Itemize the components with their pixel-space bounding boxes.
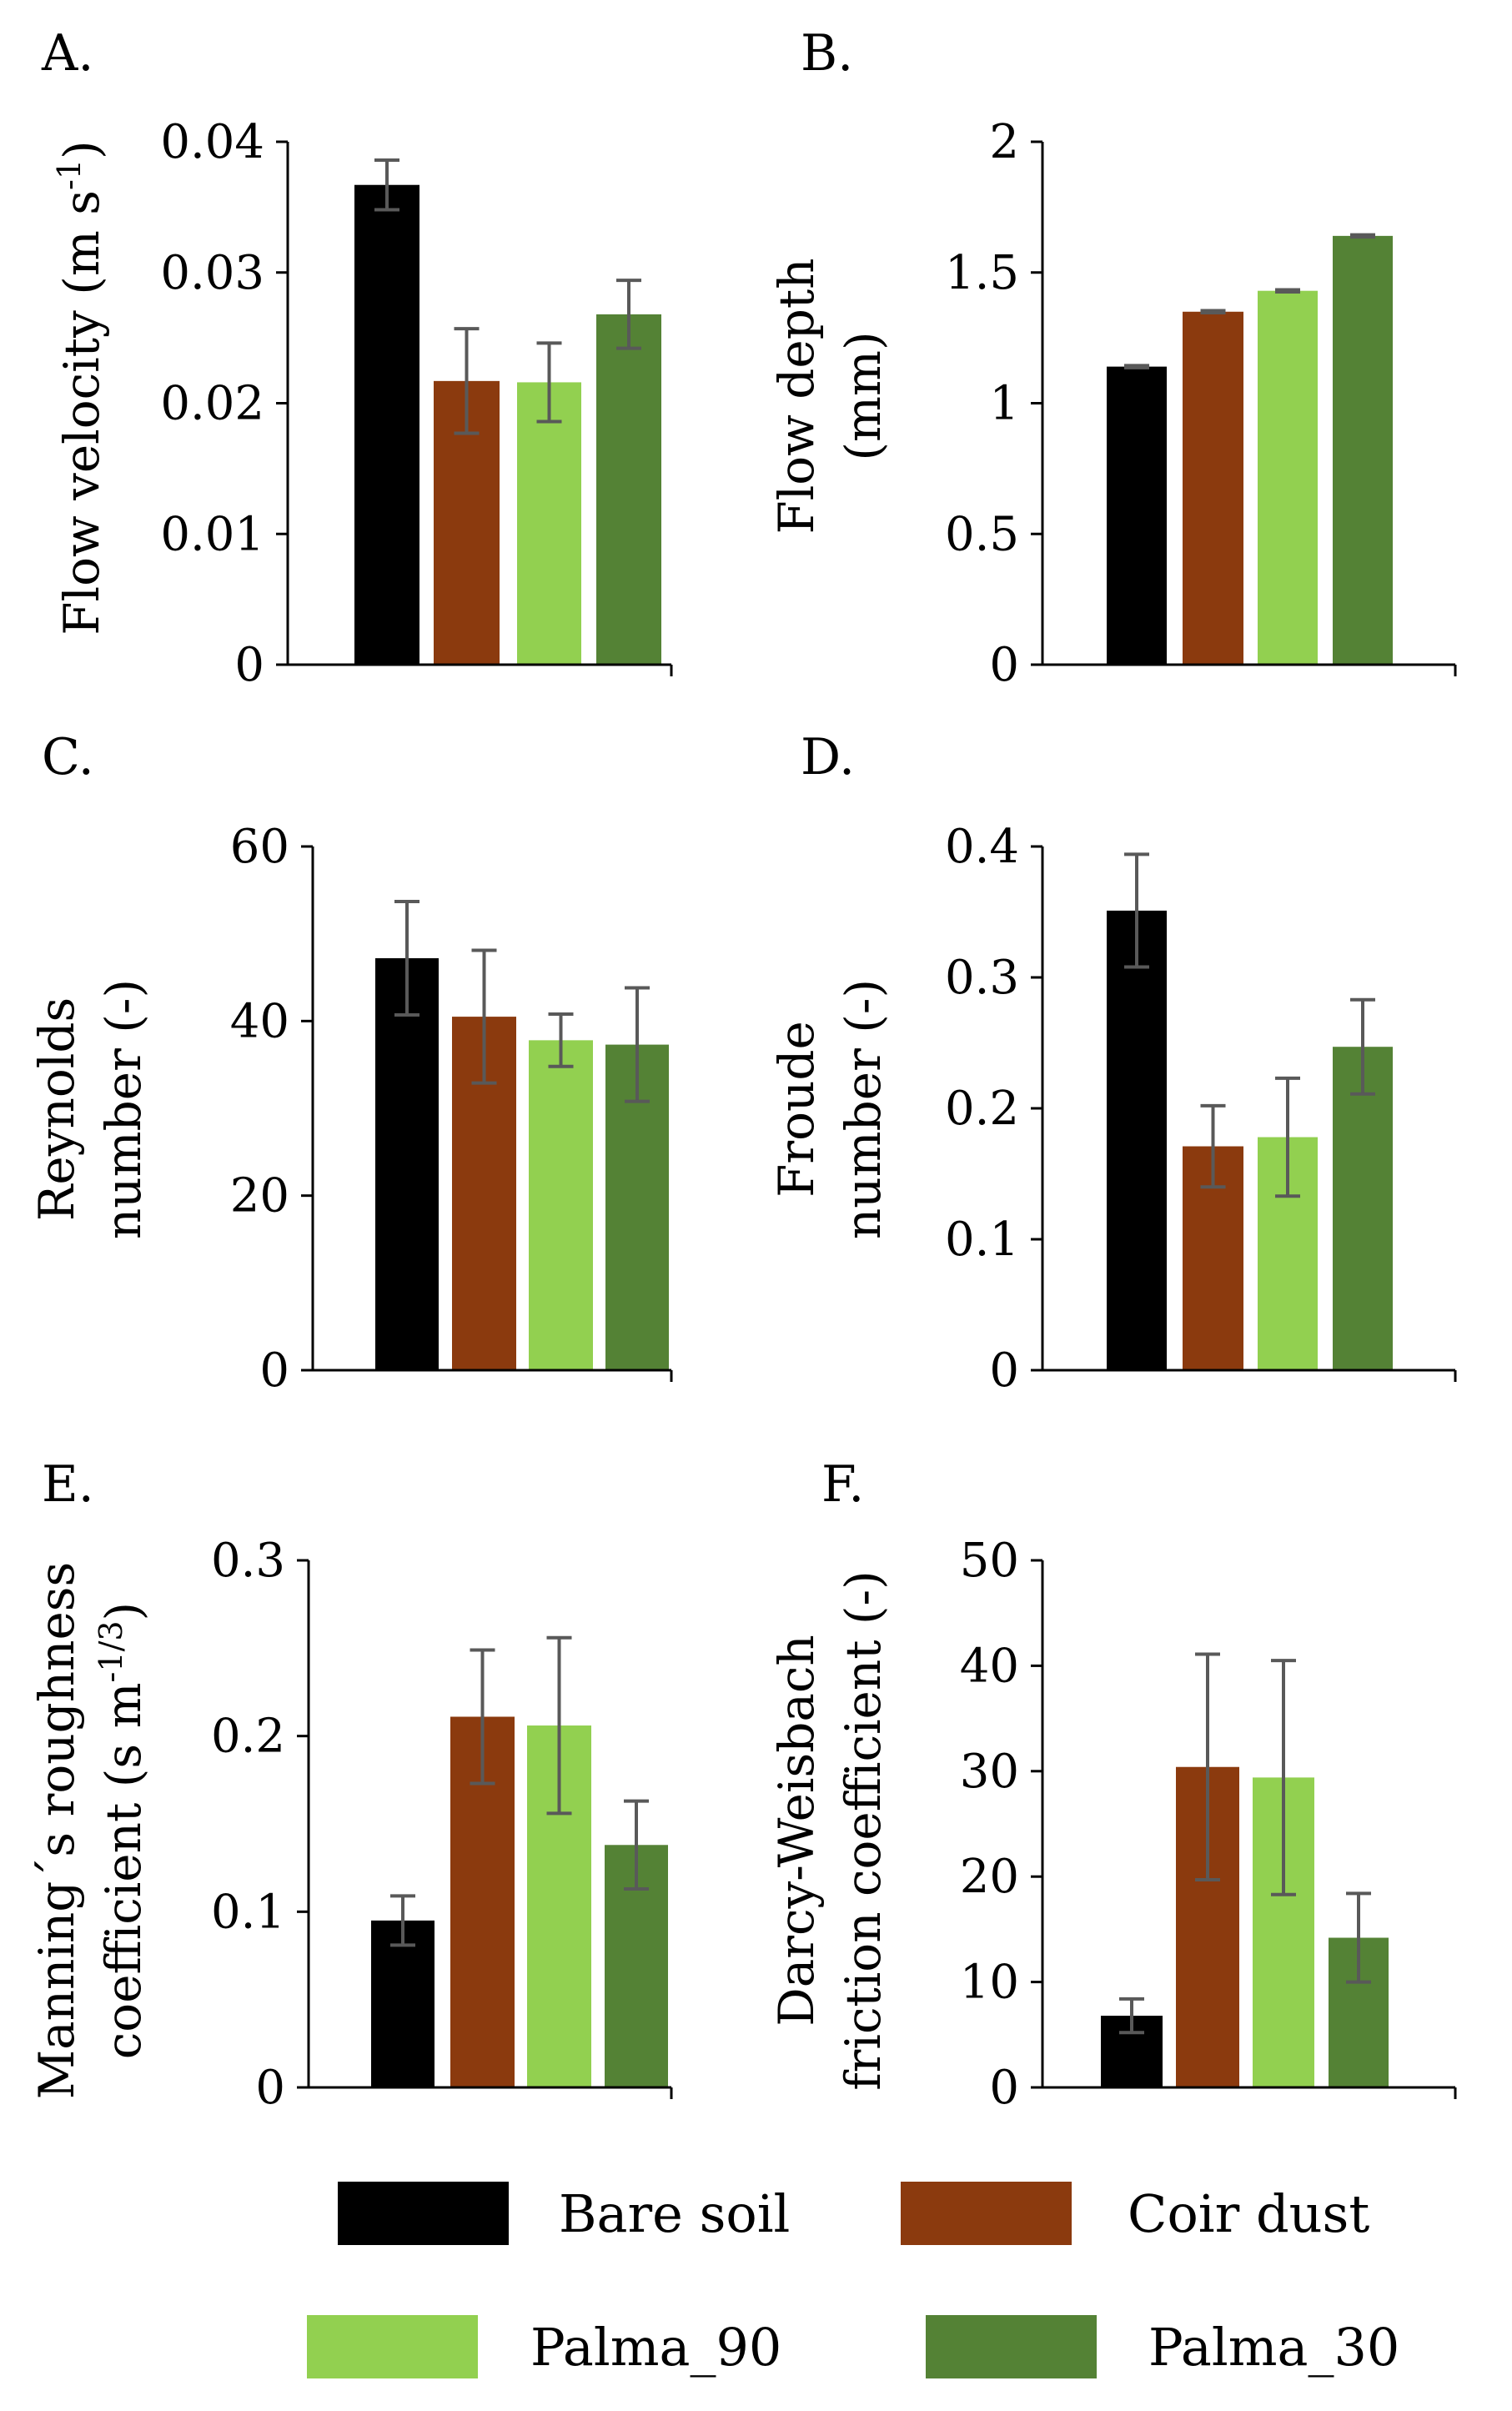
panel-b-errorbar-bare-soil [1124,364,1149,369]
panel-a-errorbar-palma-90 [536,341,562,424]
panel-b-ytick-label-0: 0 [989,638,1019,692]
panel-d-letter: D. [801,728,855,786]
legend-swatch-bare-soil [338,2182,509,2245]
panel-d-bar-bare-soil [1107,910,1167,1370]
panel-e: E. Manning´s roughness coefficient (s m-… [28,1455,673,2115]
panel-d-ytick-label-1: 0.1 [945,1213,1019,1267]
legend-swatch-palma-90 [307,2315,478,2378]
panel-e-errorbar-bare-soil [390,1894,415,1947]
panel-d-ytick-label-3: 0.3 [945,951,1019,1005]
panel-d-errorbar-bare-soil [1124,852,1149,969]
panel-b-bar-bare-soil [1107,366,1167,665]
panel-c-errorbar-palma-30 [625,986,650,1103]
panel-f-ytick-label-1: 10 [960,1956,1019,2010]
panel-f-ytick-label-4: 40 [960,1639,1019,1693]
panel-b-bar-palma-90 [1258,290,1318,665]
panel-f-errorbar-palma-90 [1271,1659,1296,1896]
panel-d-errorbar-palma-90 [1275,1076,1300,1198]
panel-b-ytick-label-4: 2 [989,115,1019,169]
panel-b-errorbar-palma-90 [1275,288,1300,294]
panel-f-errorbar-palma-30 [1346,1891,1371,1984]
legend: Bare soil Coir dust Palma_90 Palma_30 [307,2182,1399,2378]
panel-c: C. Reynolds number (-) 0 20 40 60 [28,728,673,1398]
panel-d-ytick-label-0: 0 [989,1344,1019,1398]
legend-swatch-palma-30 [926,2315,1097,2378]
panel-f-errorbar-bare-soil [1119,1997,1144,2035]
panel-c-bar-palma-90 [529,1040,593,1370]
panel-a-bar-palma-90 [517,382,581,665]
panel-b-ytick-label-2: 1 [989,377,1019,431]
panel-b-ytick-label-1: 0.5 [945,507,1019,561]
panel-b-errorbar-coir-dust [1200,309,1226,315]
panel-d-bar-palma-30 [1333,1047,1393,1370]
panel-a-letter: A. [41,24,93,83]
panel-a-errorbar-coir-dust [454,327,480,435]
panel-b-ytick-label-3: 1.5 [945,246,1019,300]
panel-b-letter: B. [801,24,853,83]
panel-e-ytick-label-2: 0.2 [211,1710,285,1764]
panel-f-ytick-label-0: 0 [989,2061,1019,2115]
panel-c-ytick-label-2: 40 [230,994,289,1048]
panel-d-errorbar-coir-dust [1200,1103,1226,1189]
panel-d-ylabel-line1: Froude [768,1021,825,1198]
panel-a-errorbar-palma-30 [616,279,641,350]
panel-b-errorbar-palma-30 [1350,233,1375,239]
panel-c-ytick-label-1: 20 [230,1169,289,1223]
panel-d-ylabel-line2: number (-) [835,979,892,1239]
panel-f-ytick-label-5: 50 [960,1534,1019,1588]
legend-swatch-coir-dust [901,2182,1072,2245]
panel-b-bar-palma-30 [1333,235,1393,665]
panel-c-ytick-label-3: 60 [230,820,289,874]
panel-e-ylabel-line1: Manning´s roughness [28,1562,85,2100]
panel-e-letter: E. [42,1455,94,1514]
panel-a-ytick-label-0: 0 [234,638,264,692]
panel-a-ytick-label-4: 0.04 [160,115,264,169]
panel-c-ylabel-line2: number (-) [95,979,152,1239]
legend-label-coir-dust: Coir dust [1128,2183,1369,2244]
panel-f-letter: F. [821,1455,864,1514]
panel-a-ytick-label-1: 0.01 [160,507,264,561]
panel-e-bar-bare-soil [371,1920,435,2087]
panel-e-ytick-label-3: 0.3 [211,1534,285,1588]
panel-c-bar-bare-soil [375,957,439,1370]
panel-f-errorbar-coir-dust [1195,1652,1220,1881]
panel-d-errorbar-palma-30 [1350,997,1375,1096]
legend-label-palma-90: Palma_90 [530,2317,781,2378]
panel-c-letter: C. [42,728,94,786]
panel-a-ytick-label-2: 0.02 [160,377,264,431]
panel-e-errorbar-palma-90 [546,1635,572,1816]
panel-a-ytick-label-3: 0.03 [160,246,264,300]
panel-f-ytick-label-2: 20 [960,1850,1019,1904]
panel-b: B. Flow depth (mm) 0 0.5 1 1.5 2 [768,24,1457,692]
panel-c-errorbar-coir-dust [471,948,497,1085]
panel-a-errorbar-bare-soil [374,158,399,212]
panel-f-ytick-label-3: 30 [960,1745,1019,1799]
panel-d-ytick-label-2: 0.2 [945,1082,1019,1136]
panel-d: D. Froude number (-) 0 0.1 0.2 0.3 0.4 [768,728,1457,1398]
legend-label-bare-soil: Bare soil [559,2183,790,2244]
panel-a: A. Flow velocity (m s-1) 0 0.01 0.02 0.03 0.… [41,24,673,692]
panel-f: F. Darcy-Weisbach friction coefficient (… [768,1455,1457,2115]
panel-f-ylabel-line2: friction coefficient (-) [835,1570,892,2091]
panel-c-ytick-label-0: 0 [259,1344,289,1398]
panel-e-ytick-label-1: 0.1 [211,1885,285,1939]
panel-e-errorbar-coir-dust [470,1648,495,1786]
panel-a-bar-palma-30 [596,314,661,665]
panel-e-ytick-label-0: 0 [255,2061,285,2115]
panel-a-ylabel: Flow velocity (m s-1) [51,140,110,635]
panel-a-bar-bare-soil [354,184,419,666]
panel-b-bar-coir-dust [1183,311,1243,665]
panel-f-ylabel-line1: Darcy-Weisbach [768,1635,825,2027]
panel-e-errorbar-palma-30 [624,1799,649,1891]
panel-c-errorbar-bare-soil [394,899,419,1017]
panel-b-ylabel-line2: (mm) [835,331,892,460]
panel-c-ylabel-line1: Reynolds [28,997,85,1221]
legend-label-palma-30: Palma_30 [1148,2317,1399,2378]
panel-e-ylabel-line2: coefficient (s m-1/3) [93,1602,152,2059]
panel-d-ytick-label-4: 0.4 [945,820,1019,874]
panel-c-errorbar-palma-90 [548,1012,574,1068]
panel-b-ylabel-line1: Flow depth [768,258,825,534]
